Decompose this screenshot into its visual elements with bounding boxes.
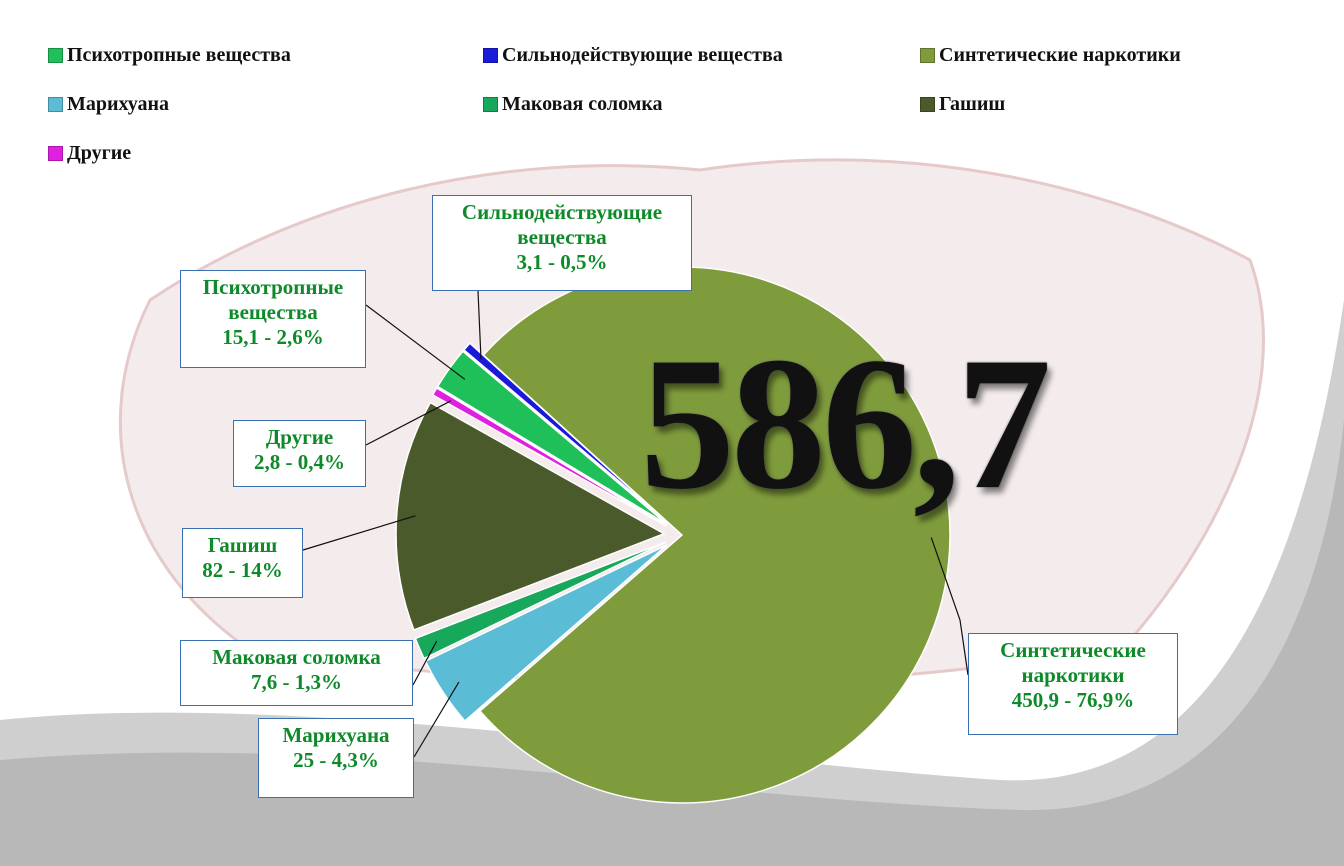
leader-line: [930, 537, 969, 676]
legend-label: Гашиш: [939, 93, 1006, 115]
data-label-name: Другие: [265, 425, 334, 449]
legend-swatch: [48, 97, 63, 112]
leader-line: [365, 304, 466, 380]
leader-line: [412, 640, 438, 686]
legend-swatch: [48, 48, 63, 63]
data-label-value: 2,8 - 0,4%: [254, 450, 345, 474]
legend-item: Сильнодействующие вещества: [483, 44, 783, 67]
data-label-value: 450,9 - 76,9%: [1011, 688, 1135, 712]
legend-swatch: [920, 48, 935, 63]
data-label: Другие 2,8 - 0,4%: [233, 420, 366, 487]
total-label: 586,7: [640, 319, 1051, 529]
legend-item: Марихуана: [48, 93, 169, 116]
leader-line: [302, 515, 416, 551]
legend-label: Синтетические наркотики: [939, 44, 1181, 66]
legend-label: Другие: [67, 142, 132, 164]
legend-label: Сильнодействующие вещества: [502, 44, 783, 66]
data-label-value: 25 - 4,3%: [293, 748, 379, 772]
legend-label: Маковая соломка: [502, 93, 663, 115]
data-label-value: 15,1 - 2,6%: [222, 325, 324, 349]
data-label-name: Марихуана: [282, 723, 390, 747]
data-label-name: Синтетические наркотики: [1000, 638, 1146, 687]
legend-item: Гашиш: [920, 93, 1005, 116]
data-label: Сильнодействующие вещества 3,1 - 0,5%: [432, 195, 692, 291]
legend-swatch: [48, 146, 63, 161]
legend-label: Психотропные вещества: [67, 44, 291, 66]
data-label-name: Сильнодействующие вещества: [461, 200, 663, 249]
leader-line: [413, 681, 460, 758]
data-label: Марихуана 25 - 4,3%: [258, 718, 414, 798]
pie-slice: [462, 342, 669, 524]
pie-slice: [395, 401, 666, 631]
data-label: Гашиш 82 - 14%: [182, 528, 303, 598]
pie-slice: [431, 386, 667, 527]
data-label-value: 7,6 - 1,3%: [251, 670, 342, 694]
legend-swatch: [483, 48, 498, 63]
legend-item: Психотропные вещества: [48, 44, 291, 67]
leader-line: [477, 290, 482, 359]
data-label: Психотропные вещества 15,1 - 2,6%: [180, 270, 366, 368]
data-label-name: Маковая соломка: [212, 645, 381, 669]
leader-line: [365, 400, 452, 446]
data-label-name: Гашиш: [207, 533, 278, 557]
data-label: Маковая соломка 7,6 - 1,3%: [180, 640, 413, 706]
legend-label: Марихуана: [67, 93, 170, 115]
legend-item: Синтетические наркотики: [920, 44, 1181, 67]
data-label-value: 82 - 14%: [202, 558, 283, 582]
legend-swatch: [920, 97, 935, 112]
legend-swatch: [483, 97, 498, 112]
data-label: Синтетические наркотики 450,9 - 76,9%: [968, 633, 1178, 735]
legend-item: Маковая соломка: [483, 93, 663, 116]
pie-slice: [414, 541, 666, 660]
data-label-name: Психотропные вещества: [202, 275, 344, 324]
legend-item: Другие: [48, 142, 131, 165]
data-label-value: 3,1 - 0,5%: [516, 250, 608, 274]
